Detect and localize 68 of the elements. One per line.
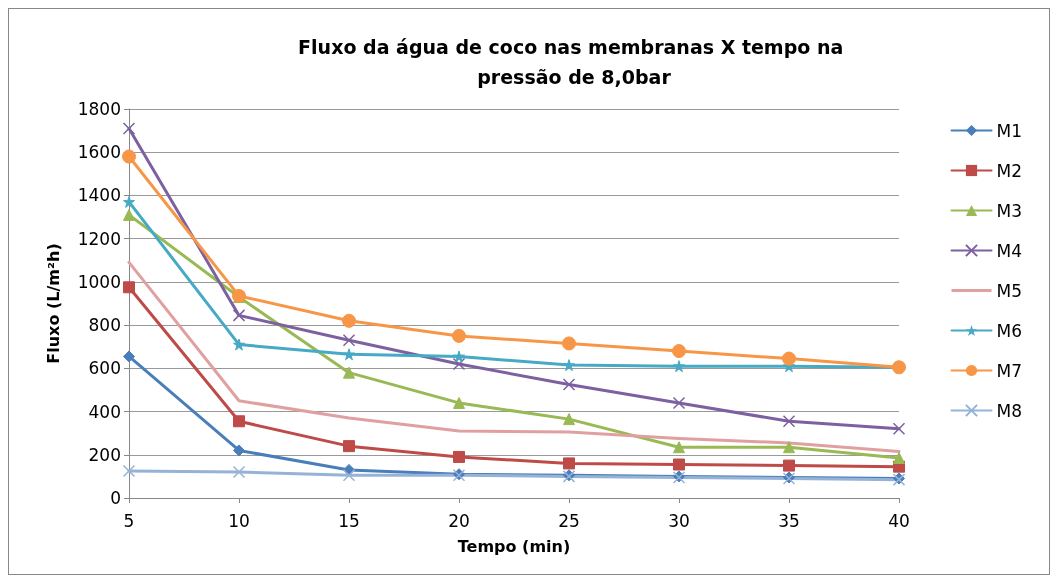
y-tick-label: 1000: [77, 271, 121, 292]
point: [232, 465, 246, 479]
y-tick-label: 400: [88, 401, 121, 422]
legend-label: M1: [996, 120, 1022, 141]
point: [123, 208, 135, 221]
point: [452, 328, 466, 343]
point: [232, 309, 246, 322]
chart-title: Fluxo da água de coco nas membranas X tempo na pressão de 8,0bar: [298, 36, 850, 88]
point: [452, 357, 466, 371]
point: [782, 415, 796, 428]
point: [233, 415, 245, 428]
point: [673, 360, 685, 373]
x-axis-title: Tempo (min): [457, 536, 571, 556]
x-tick-label: 40: [888, 510, 910, 531]
x-tick-label: 15: [338, 510, 360, 531]
x-tick-label: 5: [123, 510, 135, 531]
x-tick-label: 25: [558, 510, 580, 531]
point: [453, 396, 465, 409]
point: [563, 457, 575, 470]
point: [342, 333, 356, 347]
point: [233, 338, 245, 351]
y-tick-label: 1600: [77, 142, 121, 163]
x-tick-label: 35: [778, 510, 800, 531]
point: [783, 441, 795, 454]
point: [342, 469, 356, 482]
y-tick-label: 1200: [77, 228, 121, 249]
point: [343, 366, 355, 379]
point: [562, 378, 576, 391]
point: [453, 350, 465, 363]
point: [672, 396, 686, 410]
y-tick-label: 0: [110, 488, 121, 508]
point: [233, 444, 245, 457]
x-tick-label: 30: [668, 510, 690, 531]
legend-label: M2: [996, 160, 1022, 181]
point: [123, 195, 135, 208]
point: [782, 351, 796, 366]
point: [453, 450, 465, 463]
point: [343, 348, 355, 361]
point: [123, 281, 135, 294]
point: [563, 413, 575, 426]
y-axis-title: Fluxo (L/m²h): [43, 243, 63, 364]
point: [123, 350, 135, 363]
point: [562, 336, 576, 351]
point: [673, 441, 685, 454]
point: [673, 458, 685, 471]
point: [783, 459, 795, 472]
point: [342, 313, 356, 328]
x-tick-label: 10: [228, 510, 250, 531]
y-tick-label: 1800: [77, 99, 121, 119]
point: [122, 464, 136, 478]
point: [672, 344, 686, 359]
point: [122, 149, 136, 164]
y-tick-label: 1400: [77, 185, 121, 206]
point: [563, 359, 575, 372]
legend-label: M4: [996, 240, 1022, 261]
y-tick-label: 200: [88, 444, 121, 465]
y-tick-label: 600: [88, 358, 121, 379]
point: [892, 422, 906, 436]
point: [343, 440, 355, 453]
legend-label: M7: [996, 360, 1022, 381]
legend-label: M5: [996, 280, 1022, 301]
legend-label: M6: [996, 320, 1022, 341]
x-tick-label: 20: [448, 510, 470, 531]
legend-label: M8: [996, 400, 1022, 421]
point: [122, 122, 136, 135]
point: [893, 452, 905, 465]
legend-label: M3: [996, 200, 1022, 221]
y-tick-label: 800: [88, 315, 121, 336]
